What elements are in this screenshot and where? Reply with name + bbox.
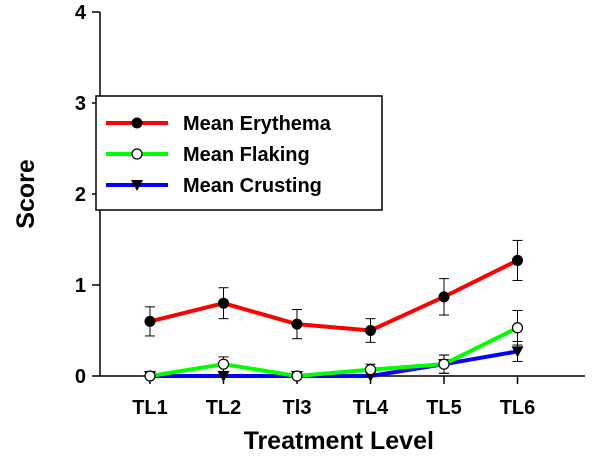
legend-marker: [131, 180, 143, 191]
x-tick-label: Tl3: [283, 397, 312, 419]
legend-entry: Mean Flaking: [106, 144, 310, 166]
legend-entry: Mean Crusting: [106, 175, 322, 197]
x-tick-label: TL6: [500, 397, 536, 419]
data-point: [218, 297, 229, 309]
x-tick-label: TL4: [353, 397, 389, 419]
series-mean-flaking: [144, 309, 524, 382]
data-point: [144, 315, 156, 327]
series-mean-erythema: [144, 239, 523, 343]
series-line: [150, 349, 518, 378]
data-point: [438, 291, 450, 303]
data-point: [291, 318, 303, 330]
y-tick-label: 3: [75, 93, 86, 115]
axes: 0 1 2 3 4 TL1 TL2 Tl3 TL4 TL5 TL6: [75, 2, 585, 419]
y-axis-label: Score: [12, 159, 40, 229]
legend-label: Mean Crusting: [183, 175, 322, 197]
y-tick-label: 1: [75, 275, 86, 297]
y-tick-label: 4: [75, 2, 87, 24]
y-tick-label: 2: [75, 184, 86, 206]
legend-marker: [131, 117, 143, 129]
x-tick-label: TL2: [206, 397, 242, 419]
x-tick-label: TL1: [132, 397, 168, 419]
data-point: [512, 254, 523, 266]
legend-label: Mean Flaking: [183, 144, 310, 166]
legend-label: Mean Erythema: [183, 113, 332, 135]
series-line: [149, 258, 519, 333]
data-point: [365, 325, 376, 336]
x-axis-label: Treatment Level: [244, 427, 434, 455]
data-point: [291, 370, 303, 382]
data-point: [511, 322, 524, 334]
legend-marker: [131, 148, 143, 160]
data-point: [144, 370, 156, 382]
x-tick-label: TL5: [426, 397, 462, 419]
data-point: [438, 358, 450, 370]
data-point: [217, 358, 230, 370]
legend: Mean Erythema Mean Flaking Mean Crusting: [95, 95, 383, 211]
legend-entry: Mean Erythema: [106, 113, 332, 135]
series-layer: [144, 239, 524, 382]
data-point: [217, 371, 230, 382]
data-point: [364, 364, 377, 376]
data-point: [511, 346, 524, 358]
series-line: [149, 325, 519, 378]
y-tick-label: 0: [75, 366, 86, 388]
